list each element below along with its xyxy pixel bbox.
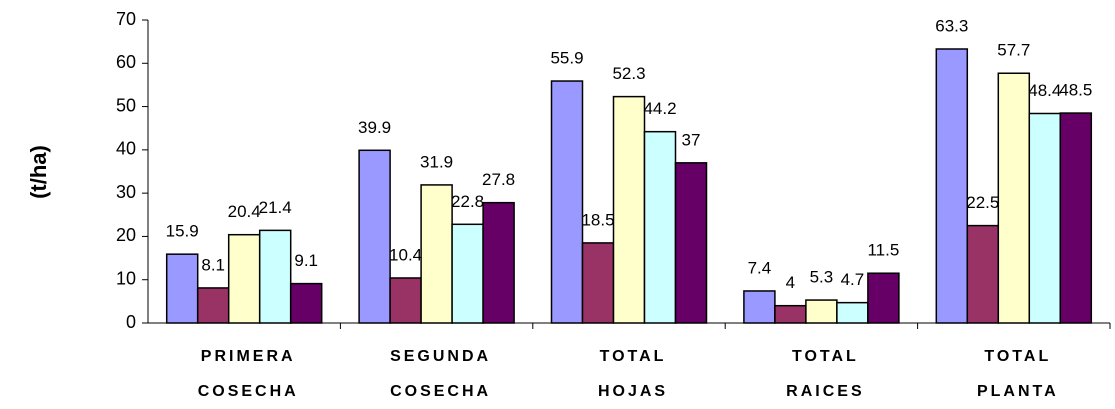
value-label: 22.5	[966, 193, 999, 212]
bar	[581, 242, 615, 324]
value-label: 9.1	[294, 251, 318, 270]
value-label: 11.5	[867, 241, 899, 260]
value-label: 22.8	[451, 192, 484, 211]
y-tick-label: 30	[116, 182, 136, 202]
bar	[258, 229, 292, 324]
bar	[451, 223, 484, 324]
value-label: 48.4	[1028, 81, 1061, 100]
x-tick-label: COSECHA	[198, 383, 299, 400]
y-tick-label: 40	[116, 139, 136, 159]
value-label: 4	[786, 273, 795, 292]
value-label: 21.4	[259, 198, 292, 217]
value-label: 44.2	[643, 99, 676, 118]
value-label: 31.9	[420, 152, 453, 171]
value-label: 39.9	[358, 118, 391, 137]
y-tick-label: 20	[116, 225, 136, 245]
bar	[836, 301, 869, 324]
bar	[289, 282, 323, 324]
x-tick-label: PRIMERA	[201, 348, 296, 365]
value-label: 55.9	[550, 49, 583, 68]
bar	[358, 149, 391, 324]
value-label: 15.9	[166, 222, 199, 241]
bar	[612, 95, 646, 324]
y-tick-label: 70	[116, 9, 136, 29]
y-tick-label: 60	[116, 52, 136, 72]
x-tick-label: HOJAS	[598, 383, 668, 400]
bar	[196, 287, 230, 324]
bar	[482, 201, 515, 324]
bar	[643, 130, 677, 324]
value-label: 18.5	[581, 210, 614, 229]
value-label: 37	[682, 130, 701, 149]
value-label: 5.3	[810, 268, 834, 287]
x-tick-label: RAICES	[786, 383, 864, 400]
bar	[743, 290, 776, 324]
bar	[389, 277, 422, 324]
x-tick-label: PLANTA	[977, 383, 1059, 400]
value-label: 27.8	[482, 170, 515, 189]
y-tick-label: 50	[116, 95, 136, 115]
value-label: 48.5	[1059, 81, 1092, 100]
x-tick-label: TOTAL	[792, 348, 859, 365]
y-axis-label: (t/ha)	[26, 145, 51, 199]
bar	[805, 299, 838, 324]
bar	[997, 72, 1031, 324]
x-tick-label: COSECHA	[390, 383, 491, 400]
y-tick-label: 10	[116, 268, 136, 288]
value-label: 4.7	[841, 270, 865, 289]
bar	[774, 304, 807, 324]
bar	[867, 272, 900, 324]
bar	[420, 184, 453, 324]
y-tick-label: 0	[126, 312, 136, 332]
bar	[1059, 112, 1093, 324]
value-label: 52.3	[612, 64, 645, 83]
bar	[935, 48, 969, 324]
value-label: 8.1	[201, 255, 225, 274]
value-label: 63.3	[935, 16, 968, 35]
bar	[165, 253, 199, 324]
x-tick-label: TOTAL	[984, 348, 1051, 365]
x-tick-label: SEGUNDA	[390, 348, 491, 365]
value-label: 57.7	[997, 41, 1030, 60]
value-label: 10.4	[389, 245, 422, 264]
bar	[966, 224, 1000, 324]
value-label: 7.4	[748, 258, 772, 277]
bar	[674, 162, 708, 324]
bar	[227, 233, 261, 324]
bar	[1028, 112, 1062, 324]
value-label: 20.4	[228, 202, 261, 221]
x-tick-label: TOTAL	[600, 348, 667, 365]
bar	[550, 80, 584, 324]
